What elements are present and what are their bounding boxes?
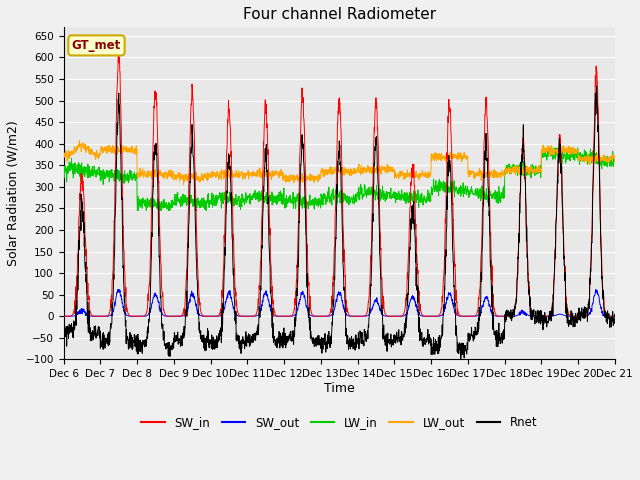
X-axis label: Time: Time <box>324 382 355 395</box>
Legend: SW_in, SW_out, LW_in, LW_out, Rnet: SW_in, SW_out, LW_in, LW_out, Rnet <box>136 412 542 434</box>
Title: Four channel Radiometer: Four channel Radiometer <box>243 7 436 22</box>
Text: GT_met: GT_met <box>72 39 121 52</box>
Y-axis label: Solar Radiation (W/m2): Solar Radiation (W/m2) <box>7 120 20 266</box>
